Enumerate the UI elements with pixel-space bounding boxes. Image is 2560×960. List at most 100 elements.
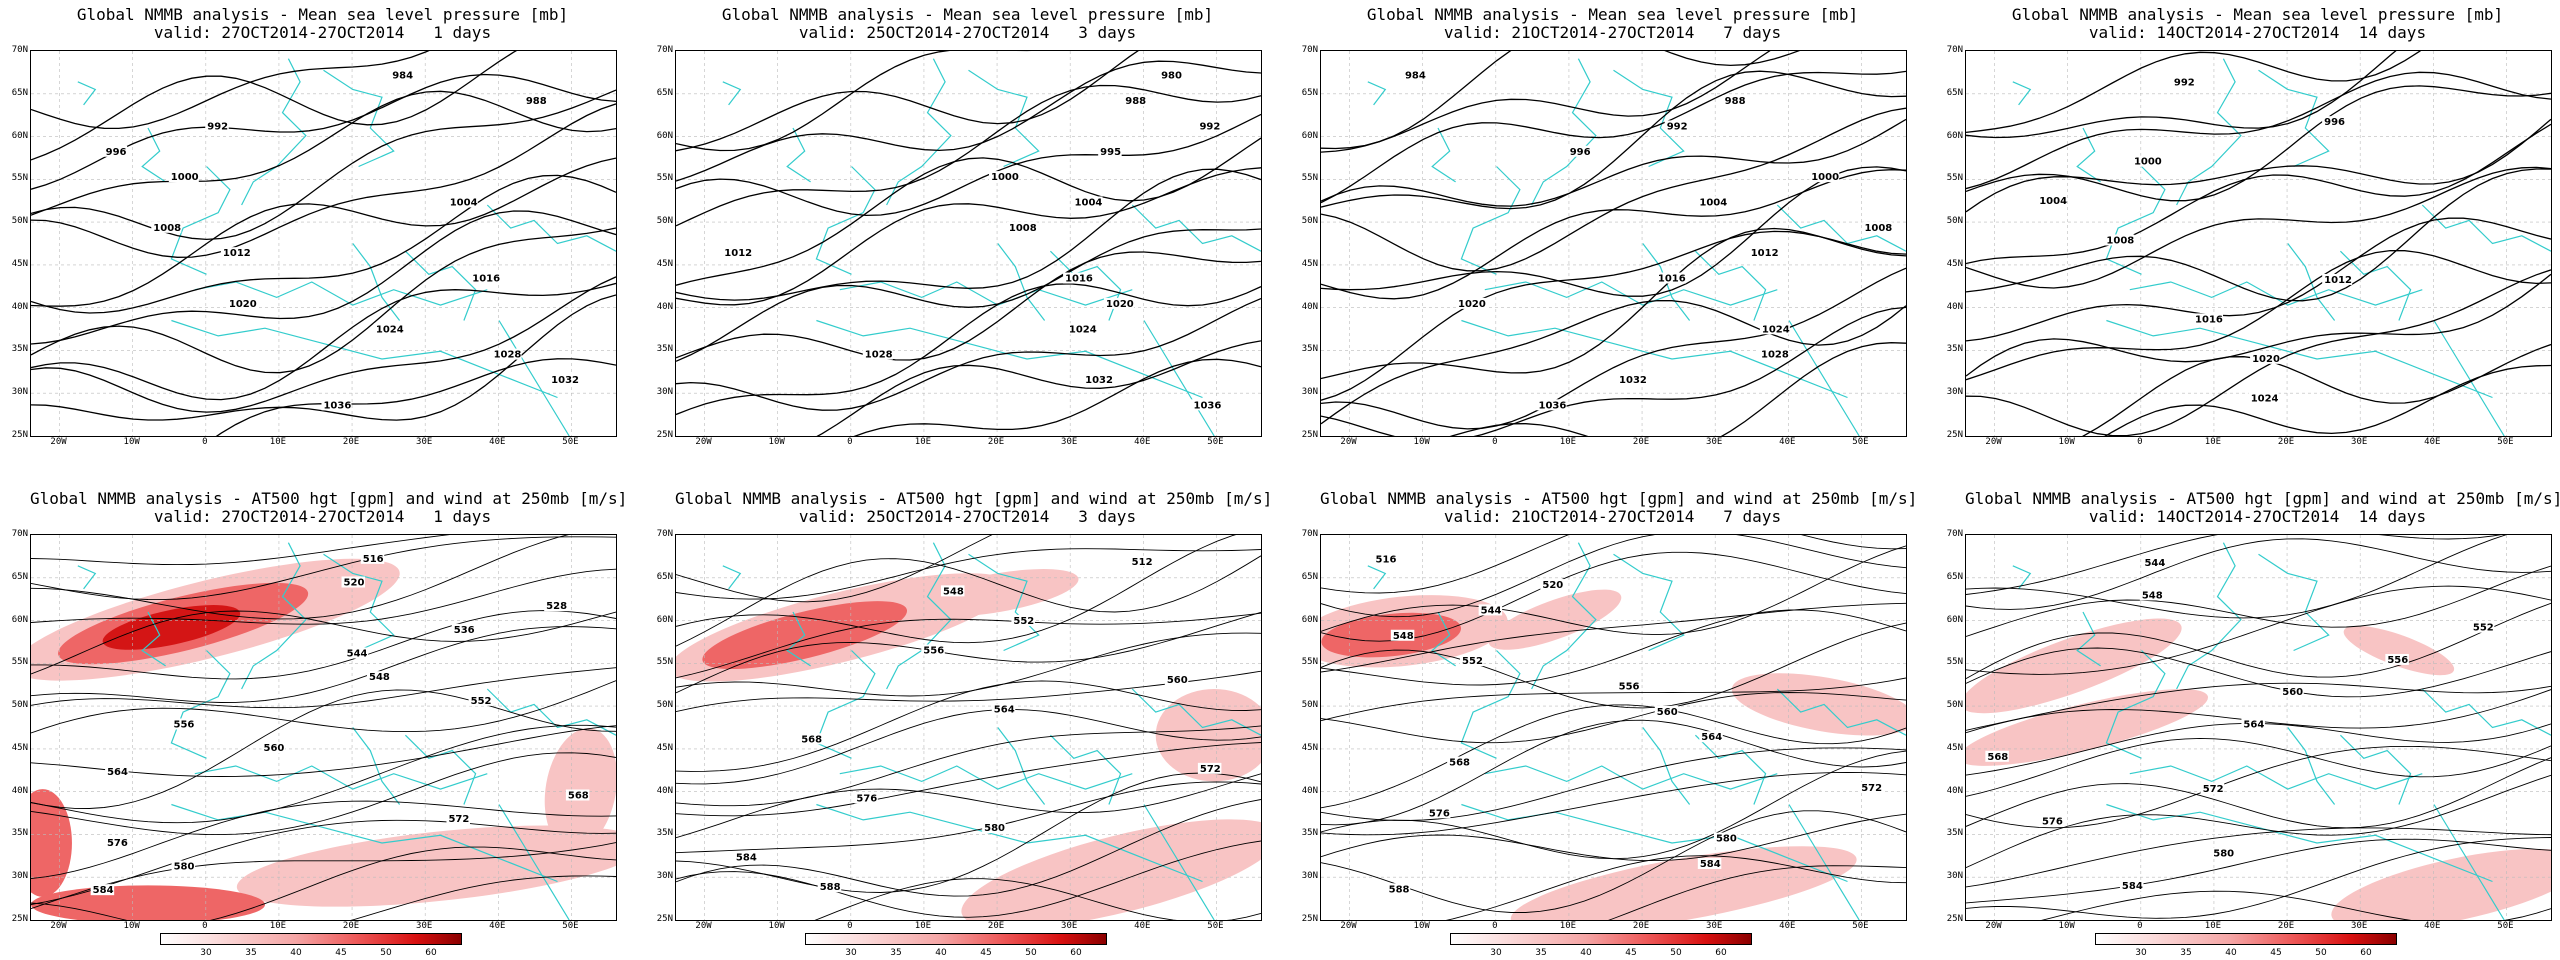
panel-title: Global NMMB analysis - Mean sea level pr… <box>76 5 569 24</box>
contour-line <box>1321 545 1906 636</box>
contour-line <box>31 610 616 680</box>
lon-tick-label: 20E <box>342 437 360 447</box>
jet-wind-shading <box>102 605 241 650</box>
contour-label: 1020 <box>1106 299 1134 310</box>
coastline <box>486 204 616 252</box>
lat-tick-label: 25N <box>656 914 673 924</box>
colorbar-tick-label: 50 <box>1025 948 1037 958</box>
contour-label-bg <box>2250 352 2281 364</box>
map-frame: 516 520 544 548 552 556 560 564 568 572 576 580 584 5… <box>1320 534 1907 921</box>
contour-label-bg <box>168 171 199 183</box>
contour-label-bg <box>1129 555 1154 567</box>
contour-line <box>676 60 1261 182</box>
lat-tick-label: 65N <box>11 87 28 98</box>
lon-tick-label: 40E <box>1779 437 1796 447</box>
panel-title: Global NMMB analysis - Mean sea level pr… <box>721 5 1214 24</box>
lon-tick-label: 10E <box>1559 437 1577 447</box>
contour-label-bg <box>1197 120 1221 132</box>
contour-label: 1020 <box>2252 354 2280 365</box>
contour-label-bg <box>1616 680 1641 692</box>
contour-line <box>31 842 616 910</box>
coastline <box>2287 243 2336 321</box>
coastline <box>1461 319 1848 399</box>
contour-label-bg <box>989 171 1020 183</box>
wind-colorbar: 30 35 40 45 50 60 <box>1450 933 1752 958</box>
contour-label: 1024 <box>1762 324 1790 335</box>
lat-tick-label: 40N <box>1946 301 1963 312</box>
lon-tick-label: 50E <box>2497 921 2514 931</box>
coastline <box>404 734 477 805</box>
contour-label-bg <box>1759 348 1790 360</box>
contour-line <box>676 535 1237 644</box>
contour-line <box>1321 704 1906 809</box>
contour-line <box>31 282 616 401</box>
contour-label: 560 <box>264 743 285 754</box>
contour-line <box>1966 51 2422 134</box>
contour-line <box>1966 837 2551 919</box>
colorbar-tick-label: 50 <box>1670 948 1682 958</box>
contour-label-bg <box>1699 731 1723 743</box>
lon-tick-label: 0 <box>1492 437 1498 447</box>
contour-line <box>31 535 569 620</box>
lon-tick-label: 10W <box>2058 921 2075 931</box>
coastline <box>241 542 307 690</box>
lon-tick-label: 0 <box>847 437 853 447</box>
contour-label-bg <box>447 196 478 208</box>
coastline <box>997 243 1046 321</box>
contour-label: 572 <box>1861 783 1882 794</box>
lon-tick-label: 20W <box>50 921 67 931</box>
lat-tick-label: 45N <box>656 742 673 753</box>
contour-line <box>676 781 1261 854</box>
contour-label: 572 <box>448 814 469 825</box>
lon-tick-label: 0 <box>2137 921 2143 931</box>
contour-line <box>1321 306 1906 436</box>
panel-title: Global NMMB analysis - AT500 hgt [gpm] a… <box>1320 489 1918 508</box>
contour-label-bg <box>2139 589 2164 601</box>
contour-label: 536 <box>454 625 475 636</box>
lat-tick-label: 25N <box>656 430 673 440</box>
coastline <box>2129 765 2423 790</box>
contour-line <box>1445 855 1906 920</box>
contour-label-bg <box>105 765 129 777</box>
contour-label: 988 <box>1725 96 1746 107</box>
lat-tick-label: 55N <box>11 173 28 184</box>
coastline <box>141 127 166 183</box>
contour-line <box>1321 535 1906 618</box>
contour-label: 556 <box>2387 655 2408 666</box>
contour-line <box>676 137 1261 286</box>
lat-tick-label: 50N <box>11 216 28 227</box>
contour-label-bg <box>1567 145 1592 157</box>
contour-label: 560 <box>2282 687 2303 698</box>
contour-label-bg <box>226 297 257 309</box>
lat-tick-label: 25N <box>11 914 28 924</box>
lat-tick-label: 30N <box>11 387 28 398</box>
contour-line <box>1966 757 2551 829</box>
lat-tick-label: 60N <box>1946 130 1963 141</box>
contour-label: 584 <box>736 853 757 864</box>
coastline <box>1776 688 1906 736</box>
lon-tick-label: 20E <box>987 921 1005 931</box>
contour-label-bg <box>1536 399 1567 411</box>
contour-line <box>1321 70 1906 210</box>
contour-line <box>676 167 1261 306</box>
contour-line <box>676 725 1261 807</box>
contour-line <box>31 689 616 809</box>
lat-tick-label: 45N <box>1946 258 1963 269</box>
lon-tick-label: 40E <box>489 921 506 931</box>
lon-tick-label: 10W <box>1413 921 1430 931</box>
contour-label-bg <box>220 247 251 259</box>
lat-tick-label: 40N <box>1946 785 1963 796</box>
contour-line <box>1449 342 1906 436</box>
mslp-panel: Global NMMB analysis - Mean sea level pr… <box>12 0 617 475</box>
colorbar-tick-label: 45 <box>980 948 992 958</box>
contour-label-bg <box>360 552 385 564</box>
lon-tick-label: 20E <box>1632 437 1650 447</box>
lon-tick-label: 40E <box>489 437 506 447</box>
contour-label-bg <box>2322 116 2346 128</box>
lat-tick-label: 40N <box>11 301 28 312</box>
contour-label: 1016 <box>1065 274 1093 285</box>
colorbar-tick-label: 40 <box>935 948 947 958</box>
contour-line <box>1966 168 2551 302</box>
contour-label: 552 <box>2473 623 2494 634</box>
lon-tick-label: 20W <box>1340 437 1357 447</box>
